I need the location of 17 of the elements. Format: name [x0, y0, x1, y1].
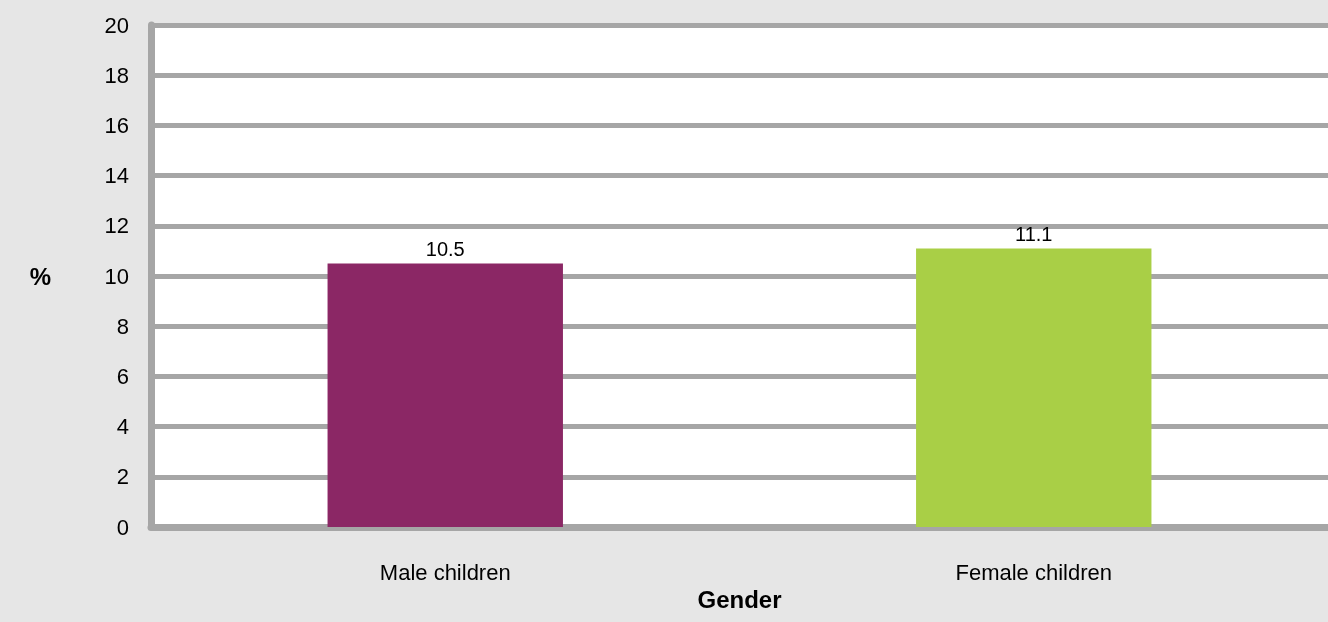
y-tick-label: 8 [116, 313, 129, 339]
y-tick-label: 2 [116, 464, 129, 490]
y-tick-label: 20 [104, 12, 129, 38]
y-tick-label: 0 [116, 514, 129, 540]
y-tick-label: 4 [116, 414, 129, 440]
y-axis-title: % [29, 262, 51, 290]
x-axis-title: Gender [697, 586, 782, 614]
y-tick-label: 18 [104, 62, 129, 88]
x-tick-label: Female children [955, 559, 1113, 585]
y-tick-label: 10 [104, 263, 129, 289]
y-tick-label: 12 [104, 213, 129, 239]
y-tick-label: 16 [104, 112, 129, 138]
y-tick-label: 14 [104, 163, 129, 189]
data-label: 10.5 [425, 238, 465, 261]
y-tick-label: 6 [116, 363, 129, 389]
data-label: 11.1 [1015, 223, 1053, 246]
x-tick-label: Male children [379, 559, 511, 585]
